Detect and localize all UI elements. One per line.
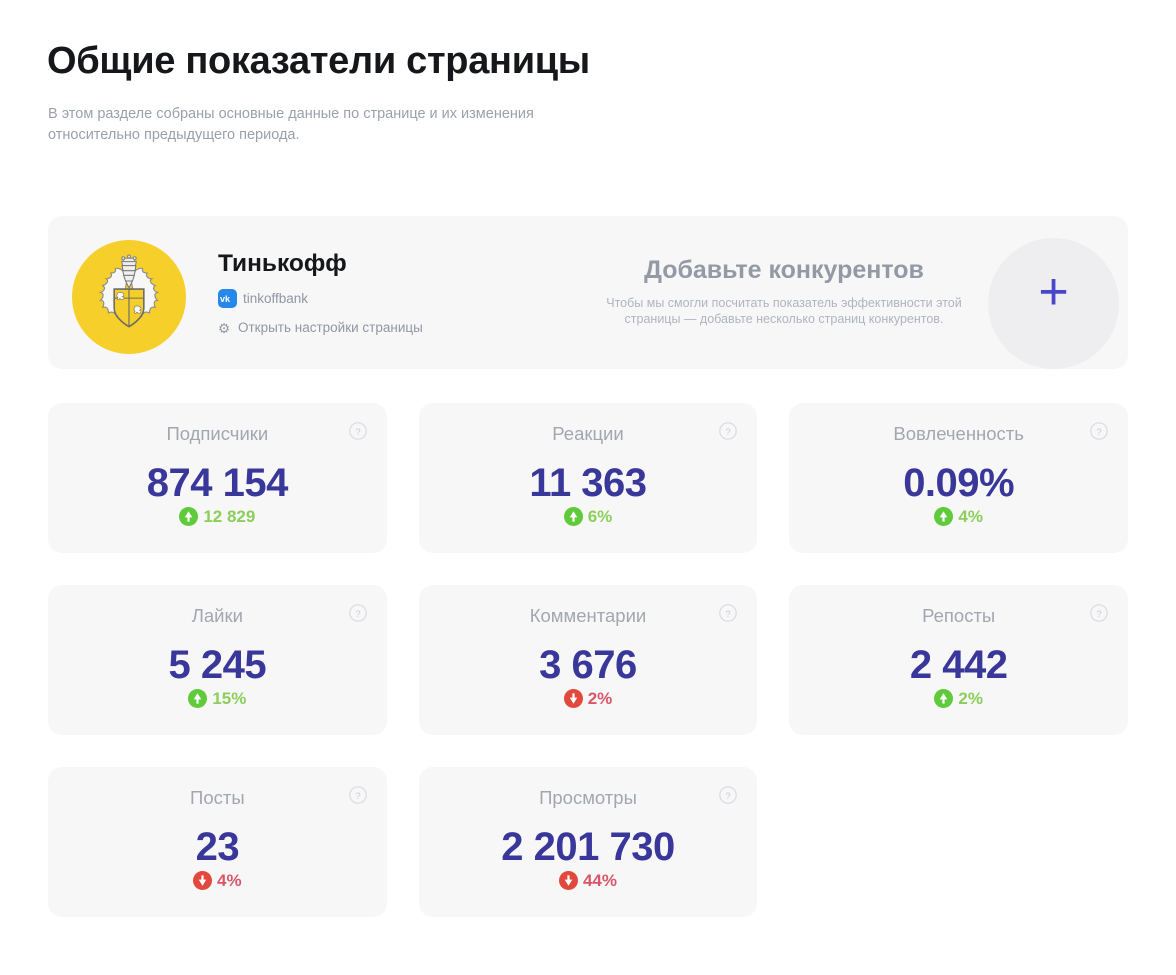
svg-text:?: ? (355, 427, 360, 438)
svg-text:vk: vk (220, 294, 231, 303)
svg-text:?: ? (355, 609, 360, 620)
svg-text:?: ? (726, 427, 731, 438)
svg-text:?: ? (726, 791, 731, 802)
svg-text:?: ? (1096, 609, 1101, 620)
svg-text:?: ? (1096, 427, 1101, 438)
svg-text:?: ? (355, 791, 360, 802)
svg-text:?: ? (726, 609, 731, 620)
